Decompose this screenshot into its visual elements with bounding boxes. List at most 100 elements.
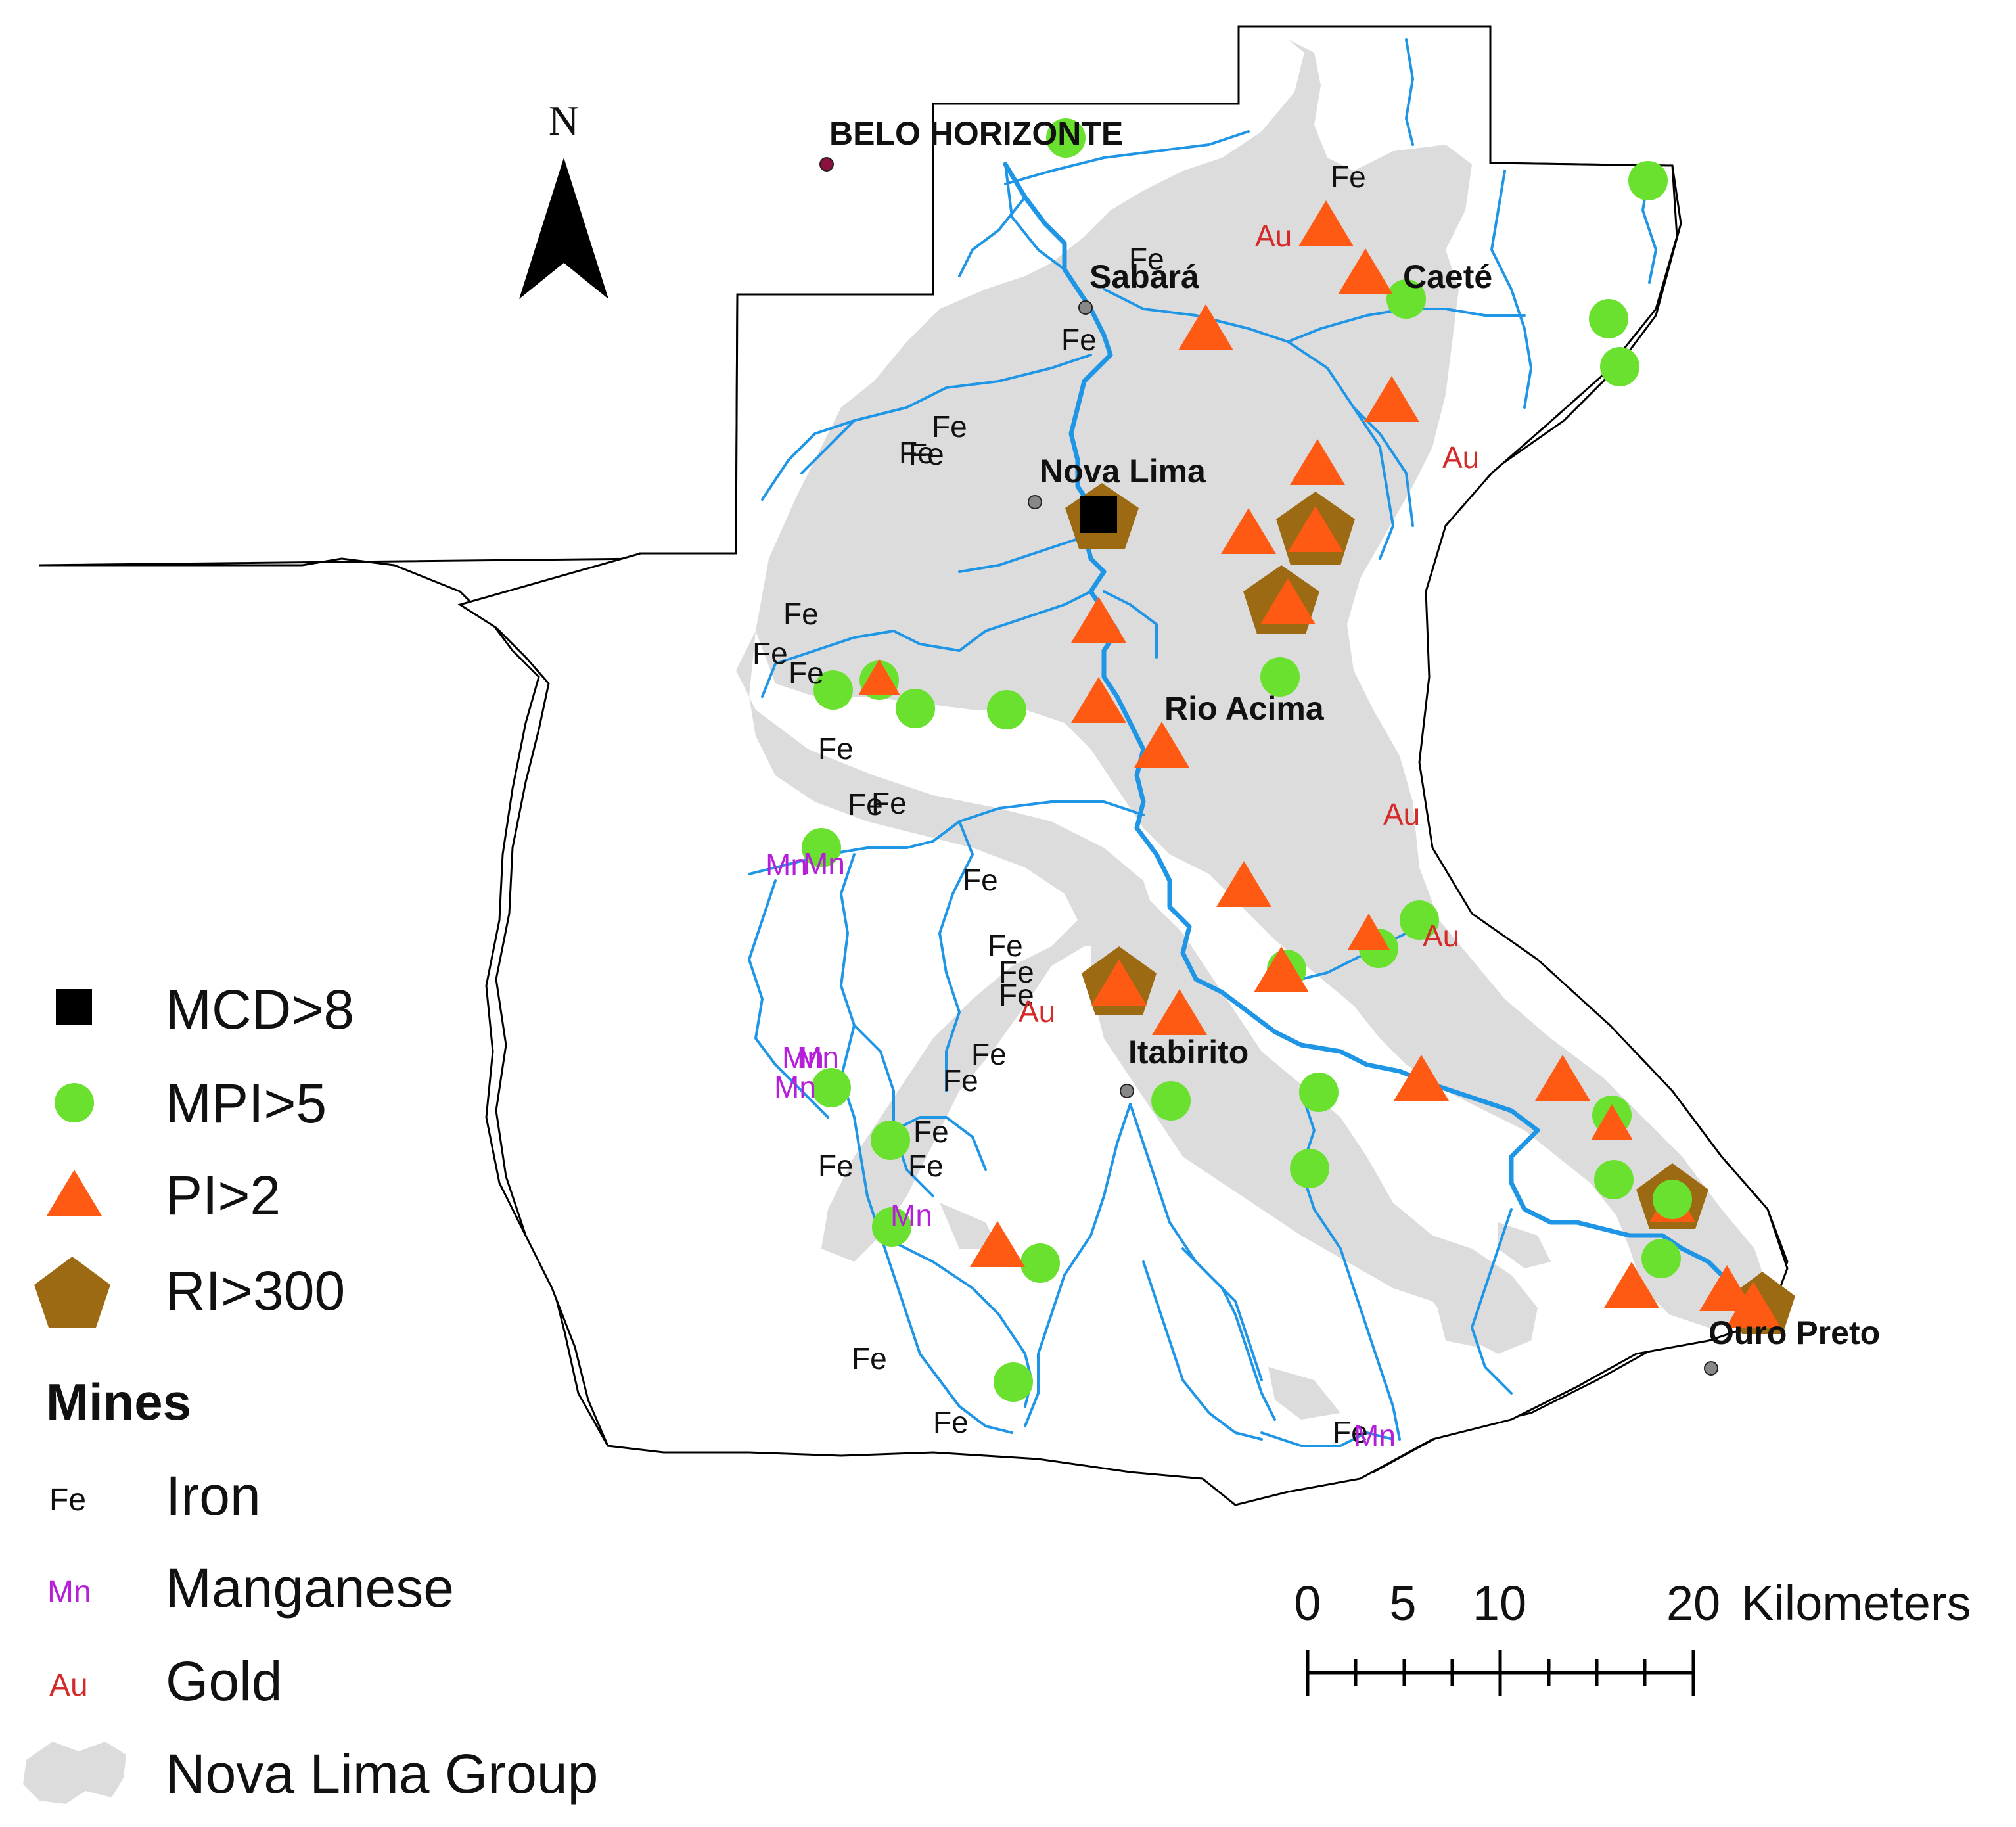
iron-mine-labels: Fe Fe Fe Fe Fe Fe Fe Fe Fe Fe Fe Fe Fe F… — [752, 160, 1368, 1449]
legend-ri-label: RI>300 — [166, 1260, 345, 1322]
iron-mine-label: Fe — [999, 955, 1034, 989]
manganese-mine-label: Mn — [774, 1070, 816, 1104]
city-label-nova-lima: Nova Lima — [1040, 453, 1206, 490]
mpi-marker — [1594, 1160, 1634, 1199]
iron-mine-label: Fe — [1333, 1415, 1368, 1449]
river-southwest — [840, 853, 1013, 1434]
iron-mine-label: Fe — [852, 1341, 887, 1376]
pi-marker — [1152, 989, 1207, 1035]
iron-mine-label: Fe — [909, 437, 944, 471]
city-label-itabirito: Itabirito — [1128, 1034, 1249, 1071]
legend-mpi-label: MPI>5 — [166, 1073, 327, 1134]
pi-marker — [1091, 960, 1147, 1006]
pi-marker — [1591, 1104, 1633, 1140]
mpi-marker — [994, 1362, 1033, 1402]
city-label-belo-horizonte: BELO HORIZONTE — [829, 115, 1123, 152]
iron-mine-label: Fe — [752, 636, 788, 670]
pi-marker — [1348, 914, 1390, 950]
iron-mine-label: Fe — [848, 787, 883, 821]
pi-marker — [1290, 439, 1345, 485]
mpi-marker — [1589, 299, 1628, 338]
iron-mine-label: Fe — [971, 1037, 1007, 1071]
manganese-mine-labels: Mn Mn Mn Mn Mn Mn Mn — [766, 846, 1396, 1452]
mpi-marker — [896, 689, 935, 728]
pi-marker — [1604, 1262, 1659, 1308]
legend-nova-lima-group-symbol — [23, 1742, 126, 1804]
pi-marker — [1254, 946, 1309, 992]
river-south-4 — [1142, 1260, 1263, 1441]
mpi-marker — [872, 1207, 911, 1247]
manganese-mine-label: Mn — [1354, 1418, 1396, 1452]
city-label-sabara: Sabará — [1089, 258, 1199, 295]
scale-unit-label: Kilometers — [1741, 1576, 1971, 1630]
pi-marker — [1071, 597, 1126, 643]
main-river — [1003, 162, 1764, 1310]
manganese-mine-label: Mn — [797, 1040, 839, 1075]
gold-mine-label: Au — [1019, 994, 1055, 1029]
mpi-marker — [1628, 161, 1668, 200]
mpi-marker — [871, 1121, 910, 1160]
manganese-mine-label: Mn — [803, 846, 845, 881]
north-arrow: N — [519, 97, 608, 299]
manganese-mine-label: Mn — [782, 1040, 824, 1075]
river-west-5 — [748, 879, 829, 1119]
river-north-2 — [1004, 130, 1250, 185]
river-west-6 — [853, 1024, 934, 1197]
river-northeast — [1405, 38, 1414, 146]
river-center-2 — [761, 590, 1092, 698]
mpi-marker — [1290, 1149, 1329, 1188]
iron-mine-label: Fe — [943, 1063, 978, 1098]
pi-marker — [1178, 304, 1233, 350]
pi-marker — [1071, 677, 1126, 723]
river-north-1 — [1004, 163, 1066, 271]
city-dot-ouro-preto — [1704, 1361, 1718, 1376]
gold-mine-label: Au — [1442, 440, 1479, 474]
pi-marker — [1394, 1055, 1449, 1101]
legend-manganese-label: Manganese — [166, 1557, 454, 1619]
iron-mine-label: Fe — [988, 929, 1023, 963]
iron-mine-label: Fe — [818, 731, 854, 766]
mpi-marker — [802, 828, 841, 867]
river-center-3 — [1103, 590, 1158, 659]
river-south-3 — [1181, 1247, 1263, 1381]
mcd-marker — [1080, 496, 1117, 533]
legend-pi-label: PI>2 — [166, 1165, 281, 1226]
mpi-marker — [1600, 347, 1639, 386]
legend-gold-label: Gold — [166, 1650, 282, 1712]
mpi-marker — [1299, 1073, 1339, 1112]
iron-mine-label: Fe — [818, 1149, 854, 1183]
scale-tick-label: 10 — [1473, 1576, 1526, 1630]
gold-mine-label: Au — [1423, 919, 1459, 953]
scale-bar-line — [1306, 1650, 1695, 1696]
mpi-marker — [813, 670, 853, 710]
pi-marker — [1298, 200, 1354, 246]
river-west-7 — [892, 1116, 987, 1171]
city-labels: BELO HORIZONTE Sabará Caeté Nova Lima Ri… — [829, 115, 1880, 1351]
iron-mine-label: Fe — [1331, 160, 1366, 194]
pi-marker — [1134, 722, 1189, 768]
legend-mines-title: Mines — [46, 1373, 191, 1431]
river-south-1 — [1024, 1103, 1132, 1427]
gold-mine-label: Au — [1383, 797, 1420, 831]
mpi-marker — [1260, 657, 1300, 697]
iron-mine-label: Fe — [1061, 323, 1097, 357]
nova-lima-group-west — [736, 631, 1157, 1262]
river-west-3 — [748, 800, 1145, 875]
river-west-1 — [761, 354, 1092, 501]
north-arrow-icon — [519, 158, 608, 299]
legend-mcd-label: MCD>8 — [166, 979, 354, 1040]
river-west-4 — [938, 820, 974, 1092]
gold-mine-label: Au — [1255, 219, 1292, 253]
scale-tick-label: 0 — [1294, 1576, 1321, 1630]
city-label-ouro-preto: Ouro Preto — [1708, 1314, 1880, 1351]
iron-mine-label: Fe — [789, 656, 824, 690]
city-dot-nova-lima — [1028, 495, 1042, 509]
mpi-marker — [1400, 900, 1439, 940]
mpi-marker — [812, 1068, 851, 1107]
legend-mpi-symbol — [55, 1083, 94, 1122]
city-dot-sabara — [1078, 300, 1093, 315]
pi-marker — [970, 1221, 1025, 1267]
city-markers — [819, 157, 1718, 1376]
pi-marker — [1699, 1265, 1754, 1311]
